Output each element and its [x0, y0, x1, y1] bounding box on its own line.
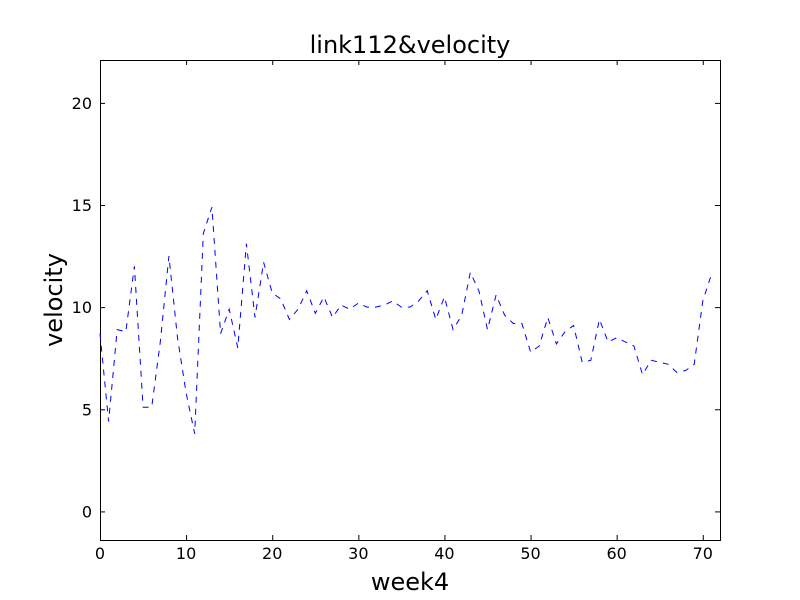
y-axis: 0 5 10 15 20	[72, 94, 720, 521]
y-tick-label: 5	[82, 400, 92, 419]
x-axis-label: week4	[371, 568, 449, 596]
series-line-0	[99, 206, 712, 434]
y-tick-label: 0	[82, 502, 92, 521]
y-tick-label: 20	[72, 94, 92, 113]
x-tick-label: 20	[262, 544, 282, 563]
series-layer	[99, 206, 712, 434]
x-tick-label: 40	[434, 544, 454, 563]
x-tick-label: 30	[348, 544, 368, 563]
chart-title: link112&velocity	[310, 31, 511, 59]
x-tick-label: 70	[693, 544, 713, 563]
x-tick-label: 10	[176, 544, 196, 563]
y-tick-label: 10	[72, 298, 92, 317]
x-tick-label: 60	[606, 544, 626, 563]
y-tick-label: 15	[72, 196, 92, 215]
x-tick-label: 0	[95, 544, 105, 563]
y-axis-label: velocity	[40, 253, 68, 347]
x-axis: 0 10 20 30 40 50 60 70	[95, 60, 713, 563]
x-tick-label: 50	[520, 544, 540, 563]
plot-frame	[100, 60, 721, 541]
